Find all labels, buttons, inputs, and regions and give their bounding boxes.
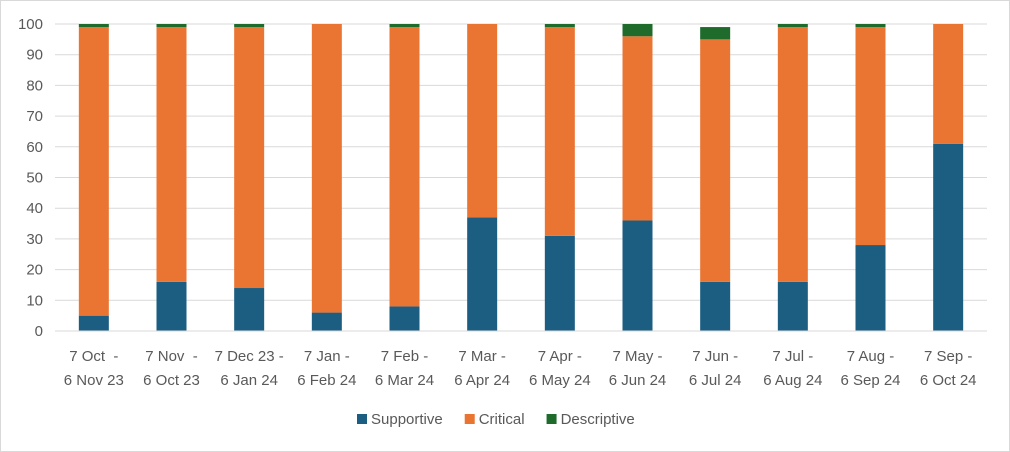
bar-supportive bbox=[777, 281, 808, 331]
x-tick-label: 7 Jun - 6 Jul 24 bbox=[689, 348, 742, 389]
bar-descriptive bbox=[389, 24, 420, 28]
y-tick-label: 40 bbox=[26, 200, 43, 217]
legend-swatch-critical bbox=[464, 414, 475, 424]
bar-descriptive bbox=[544, 24, 575, 28]
x-tick-label: 7 Nov - 6 Oct 23 bbox=[143, 348, 200, 389]
x-tick-label: 7 Mar - 6 Apr 24 bbox=[454, 348, 510, 389]
bar-descriptive bbox=[777, 24, 808, 28]
y-tick-label: 90 bbox=[26, 47, 43, 64]
bar-descriptive bbox=[156, 24, 187, 28]
x-tick-label: 7 Oct - 6 Nov 23 bbox=[64, 348, 124, 389]
x-tick-label-line: 7 Sep - bbox=[924, 348, 972, 365]
bar-supportive bbox=[78, 315, 109, 331]
bar-supportive bbox=[467, 217, 498, 331]
x-tick-label: 7 Dec 23 - 6 Jan 24 bbox=[215, 348, 284, 389]
bar-supportive bbox=[389, 306, 420, 331]
bar-descriptive bbox=[234, 24, 265, 28]
bar-critical bbox=[156, 27, 187, 282]
x-tick-label: 7 May - 6 Jun 24 bbox=[609, 348, 667, 389]
y-tick-label: 60 bbox=[26, 139, 43, 156]
x-tick-label-line: 7 Apr - bbox=[538, 348, 582, 365]
x-tick-label-line: 7 Oct - bbox=[69, 348, 118, 365]
bars bbox=[78, 24, 964, 331]
x-tick-label-line: 7 Jul - bbox=[772, 348, 813, 365]
bar-critical bbox=[544, 27, 575, 236]
bar-critical bbox=[78, 27, 109, 316]
x-tick-label: 7 Aug - 6 Sep 24 bbox=[840, 348, 900, 389]
x-tick-label-line: 6 Sep 24 bbox=[840, 372, 900, 389]
bar-supportive bbox=[544, 235, 575, 331]
bar-supportive bbox=[933, 143, 964, 331]
x-tick-label-line: 6 Jan 24 bbox=[220, 372, 278, 389]
x-tick-label-line: 7 Jun - bbox=[692, 348, 738, 365]
legend-swatch-descriptive bbox=[546, 414, 557, 424]
y-axis: 0 10 20 30 40 50 60 70 80 90 100 bbox=[18, 16, 43, 340]
legend-label-supportive: Supportive bbox=[371, 411, 443, 428]
y-tick-label: 10 bbox=[26, 292, 43, 309]
legend-label-critical: Critical bbox=[479, 411, 525, 428]
bar-critical bbox=[855, 27, 886, 246]
bar-descriptive bbox=[855, 24, 886, 28]
y-tick-label: 50 bbox=[26, 170, 43, 187]
x-tick-label-line: 7 Dec 23 - bbox=[215, 348, 284, 365]
bar-critical bbox=[622, 36, 653, 221]
y-tick-label: 70 bbox=[26, 108, 43, 125]
bar-supportive bbox=[234, 288, 265, 331]
x-tick-label-line: 7 Feb - bbox=[381, 348, 429, 365]
y-tick-label: 30 bbox=[26, 231, 43, 248]
x-tick-label: 7 Jan - 6 Feb 24 bbox=[297, 348, 356, 389]
bar-supportive bbox=[855, 245, 886, 331]
bar-descriptive bbox=[700, 27, 731, 40]
bar-critical bbox=[467, 24, 498, 218]
bar-critical bbox=[389, 27, 420, 307]
bar-critical bbox=[311, 24, 342, 313]
x-tick-label-line: 7 Mar - bbox=[458, 348, 506, 365]
bar-supportive bbox=[622, 220, 653, 331]
x-tick-label: 7 Jul - 6 Aug 24 bbox=[763, 348, 822, 389]
bar-critical bbox=[700, 39, 731, 282]
bar-descriptive bbox=[78, 24, 109, 28]
x-tick-label-line: 6 Nov 23 bbox=[64, 372, 124, 389]
x-tick-label-line: 6 Jun 24 bbox=[609, 372, 667, 389]
x-tick-label-line: 6 Aug 24 bbox=[763, 372, 822, 389]
bar-supportive bbox=[700, 281, 731, 331]
x-tick-label-line: 6 Oct 24 bbox=[920, 372, 977, 389]
x-tick-label-line: 7 Nov - bbox=[145, 348, 198, 365]
bar-critical bbox=[777, 27, 808, 282]
x-tick-label-line: 6 Mar 24 bbox=[375, 372, 434, 389]
x-tick-label-line: 6 Apr 24 bbox=[454, 372, 510, 389]
y-tick-label: 80 bbox=[26, 77, 43, 94]
legend-label-descriptive: Descriptive bbox=[561, 411, 635, 428]
bar-descriptive bbox=[622, 24, 653, 37]
legend: Supportive Critical Descriptive bbox=[357, 411, 635, 428]
x-tick-label-line: 7 Aug - bbox=[847, 348, 895, 365]
x-tick-label: 7 Feb - 6 Mar 24 bbox=[375, 348, 434, 389]
y-tick-label: 20 bbox=[26, 262, 43, 279]
x-tick-label: 7 Sep - 6 Oct 24 bbox=[920, 348, 977, 389]
bar-critical bbox=[234, 27, 265, 289]
x-tick-label-line: 7 Jan - bbox=[304, 348, 350, 365]
y-tick-label: 0 bbox=[35, 323, 43, 340]
x-tick-label-line: 7 May - bbox=[612, 348, 662, 365]
bar-supportive bbox=[156, 281, 187, 331]
x-tick-label-line: 6 Jul 24 bbox=[689, 372, 742, 389]
x-tick-label-line: 6 Feb 24 bbox=[297, 372, 356, 389]
gridlines bbox=[55, 23, 987, 332]
x-tick-label-line: 6 Oct 23 bbox=[143, 372, 200, 389]
y-tick-label: 100 bbox=[18, 16, 43, 33]
legend-swatch-supportive bbox=[357, 414, 367, 424]
x-tick-label-line: 6 May 24 bbox=[529, 372, 591, 389]
bar-supportive bbox=[311, 312, 342, 331]
bar-critical bbox=[933, 24, 964, 144]
x-axis: 7 Oct - 6 Nov 23 7 Nov - 6 Oct 23 7 Dec 23 -… bbox=[55, 330, 987, 389]
x-tick-label: 7 Apr - 6 May 24 bbox=[529, 348, 591, 389]
